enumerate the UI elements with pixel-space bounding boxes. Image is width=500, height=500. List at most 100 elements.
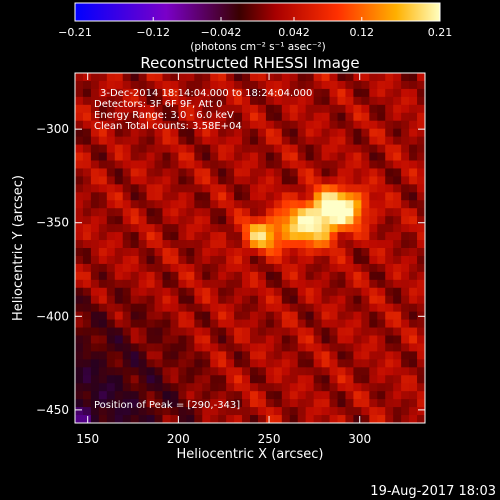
heatmap-cell (154, 351, 163, 360)
heatmap-cell (146, 184, 156, 193)
heatmap-cell (305, 152, 315, 161)
heatmap-cell (417, 80, 425, 90)
heatmap-cell (90, 144, 100, 154)
heatmap-cell (194, 263, 203, 273)
heatmap-cell (313, 327, 323, 336)
heatmap-cell (218, 144, 227, 154)
heatmap-cell (361, 359, 370, 368)
heatmap-cell (297, 303, 307, 313)
heatmap-cell (393, 351, 402, 360)
heatmap-cell (75, 160, 84, 169)
heatmap-cell (170, 104, 179, 114)
heatmap-cell (257, 407, 267, 416)
heatmap-cell (377, 287, 386, 297)
heatmap-cell (146, 415, 156, 423)
heatmap-cell (369, 255, 378, 265)
heatmap-cell (210, 367, 219, 376)
heatmap-cell (146, 224, 156, 233)
heatmap-cell (122, 240, 132, 249)
heatmap-cell (122, 271, 132, 281)
heatmap-cell (250, 136, 259, 146)
heatmap-cell (337, 295, 346, 305)
heatmap-cell (130, 96, 140, 106)
heatmap-cell (178, 80, 187, 90)
heatmap-cell (98, 359, 108, 368)
heatmap-cell (409, 311, 418, 321)
heatmap-cell (75, 208, 84, 217)
heatmap-cell (98, 120, 108, 130)
heatmap-cell (218, 359, 227, 368)
heatmap-cell (170, 343, 179, 352)
heatmap-cell (162, 351, 171, 360)
heatmap-cell (210, 120, 219, 130)
heatmap-cell (202, 367, 211, 376)
heatmap-cell (377, 160, 386, 169)
heatmap-cell (337, 271, 346, 281)
heatmap-cell (273, 271, 283, 281)
heatmap-cell (305, 208, 315, 217)
heatmap-cell (353, 335, 362, 344)
heatmap-cell (353, 319, 362, 329)
heatmap-cell (98, 200, 108, 209)
heatmap-cell (202, 407, 211, 416)
heatmap-cell (170, 255, 179, 265)
heatmap-cell (122, 136, 132, 146)
heatmap-cell (377, 176, 386, 185)
heatmap-cell (234, 248, 243, 257)
heatmap-cell (146, 248, 156, 257)
heatmap-cell (369, 271, 378, 281)
heatmap-cell (114, 80, 124, 90)
heatmap-cell (273, 287, 283, 297)
heatmap-cell (401, 96, 410, 106)
heatmap-cell (265, 80, 275, 90)
heatmap-cell (265, 216, 275, 225)
heatmap-cell (305, 216, 315, 225)
heatmap-cell (417, 399, 425, 408)
heatmap-cell (273, 303, 283, 313)
heatmap-cell (194, 295, 203, 305)
heatmap-cell (154, 311, 163, 321)
heatmap-cell (130, 271, 140, 281)
heatmap-cell (154, 232, 163, 241)
heatmap-cell (234, 232, 243, 241)
heatmap-cell (361, 88, 370, 98)
heatmap-cell (162, 367, 171, 376)
heatmap-cell (313, 367, 323, 376)
heatmap-cell (146, 303, 156, 313)
heatmap-cell (146, 383, 156, 392)
heatmap-cell (138, 73, 148, 82)
heatmap-cell (178, 351, 187, 360)
heatmap-cell (242, 96, 251, 106)
heatmap-cell (186, 375, 195, 384)
heatmap-cell (417, 359, 425, 368)
heatmap-cell (178, 303, 187, 313)
heatmap-cell (385, 176, 394, 185)
heatmap-cell (369, 335, 378, 344)
heatmap-cell (281, 240, 291, 249)
heatmap-cell (210, 112, 219, 122)
heatmap-cell (234, 407, 243, 416)
heatmap-cell (257, 240, 267, 249)
heatmap-cell (226, 271, 235, 281)
heatmap-cell (210, 359, 219, 368)
heatmap-cell (289, 279, 299, 289)
heatmap-cell (170, 263, 179, 273)
heatmap-cell (170, 287, 179, 297)
heatmap-cell (409, 335, 418, 344)
heatmap-cell (82, 271, 92, 281)
heatmap-cell (226, 216, 235, 225)
heatmap-cell (146, 104, 156, 114)
heatmap-cell (154, 200, 163, 209)
heatmap-cell (178, 343, 187, 352)
heatmap-cell (393, 335, 402, 344)
heatmap-cell (377, 255, 386, 265)
heatmap-cell (321, 295, 331, 305)
heatmap-cell (122, 248, 132, 257)
heatmap-cell (305, 168, 315, 177)
heatmap-cell (114, 343, 124, 352)
heatmap-cell (257, 160, 267, 169)
heatmap-cell (337, 88, 346, 98)
heatmap-cell (353, 144, 362, 154)
heatmap-cell (170, 415, 179, 423)
heatmap-cell (98, 152, 108, 161)
